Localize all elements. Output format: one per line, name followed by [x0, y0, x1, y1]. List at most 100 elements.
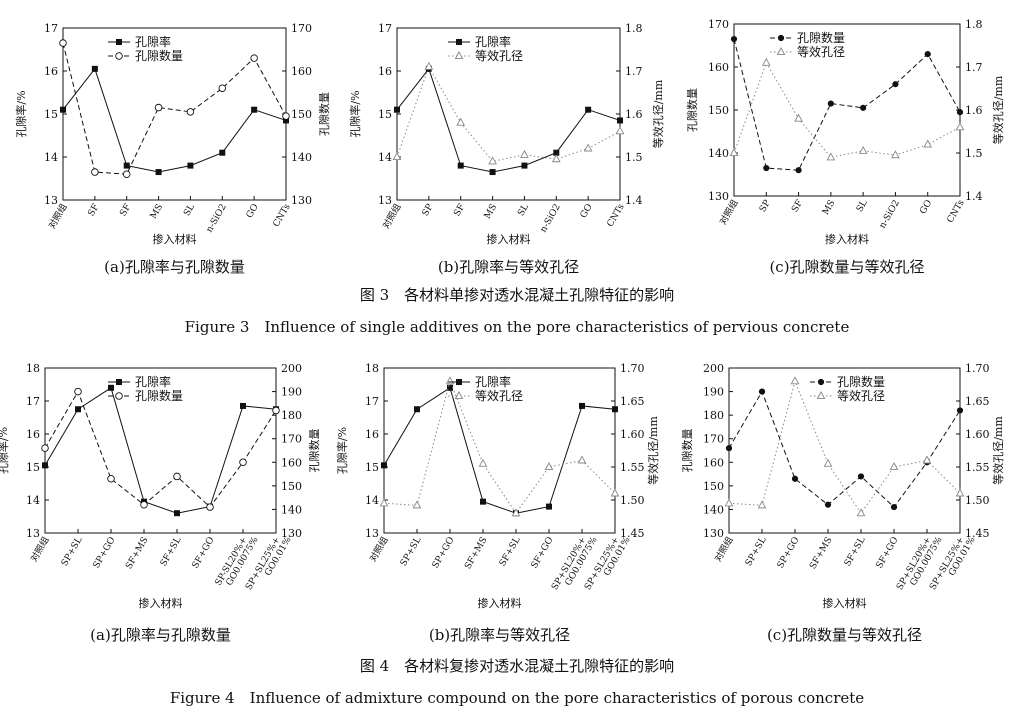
right-tick-label: 1.70 — [620, 362, 645, 375]
x-category-label: SF+SL — [498, 535, 523, 568]
right-tick-label: 170 — [281, 433, 302, 446]
data-point — [186, 108, 195, 116]
chart-6: 130 140 150 160 170 180 190 200 1.45 1.50 1.55 1.60… — [680, 362, 1005, 644]
x-category-label: SF+MS — [124, 536, 150, 572]
data-point — [758, 388, 766, 395]
data-point — [480, 498, 486, 505]
x-axis-label: 掺入材料 — [478, 596, 522, 610]
data-point — [891, 150, 900, 159]
series-line-1 — [728, 390, 961, 508]
panel-title: (b)孔隙率与等效孔径 — [429, 626, 570, 644]
x-category-label: SF+MS — [808, 536, 834, 572]
right-tick-label: 130 — [291, 194, 312, 207]
right-tick-label: 1.8 — [965, 18, 983, 31]
data-point — [551, 154, 561, 163]
data-point — [824, 501, 832, 508]
data-point — [729, 148, 739, 157]
data-point — [251, 106, 258, 113]
data-point — [489, 169, 496, 176]
data-point — [617, 117, 623, 124]
legend-marker — [816, 391, 826, 400]
data-point — [579, 402, 585, 409]
data-point — [577, 455, 587, 464]
data-point — [823, 458, 833, 467]
data-point — [790, 376, 800, 385]
data-point — [75, 406, 81, 413]
x-category-label: SF — [790, 199, 805, 215]
legend-marker — [456, 39, 462, 45]
x-axis-label: 掺入材料 — [823, 596, 867, 610]
left-tick-label: 130 — [708, 190, 729, 203]
data-point — [791, 475, 799, 482]
left-tick-label: 140 — [708, 147, 729, 160]
x-category-label: n-SiO2 — [539, 203, 563, 235]
legend-marker — [116, 379, 122, 385]
legend-label: 等效孔径 — [797, 44, 845, 59]
x-category-label: SF+MS — [463, 536, 489, 572]
right-tick-label: 1.50 — [965, 494, 990, 507]
x-category-label: CNTs — [606, 202, 627, 229]
left-tick-label: 160 — [703, 456, 724, 469]
data-point — [155, 169, 162, 176]
legend-marker — [454, 51, 464, 60]
left-tick-label: 160 — [708, 61, 729, 74]
data-point — [889, 462, 899, 471]
series-line-1 — [733, 38, 961, 171]
x-category-label: SF — [118, 203, 133, 219]
right-tick-label: 180 — [281, 409, 302, 422]
right-tick-label: 1.70 — [965, 362, 990, 375]
legend-label: 孔隙率 — [475, 34, 511, 49]
data-point — [74, 387, 82, 396]
data-point — [239, 458, 247, 467]
data-point — [546, 503, 552, 510]
right-tick-label: 1.8 — [625, 22, 643, 35]
x-category-label: SP+GO — [776, 536, 802, 571]
data-point — [585, 106, 592, 113]
data-point — [757, 500, 767, 509]
legend-marker — [817, 378, 825, 386]
x-axis-label: 掺入材料 — [487, 232, 531, 246]
right-tick-label: 1.7 — [965, 61, 983, 74]
x-category-label: CNTs — [272, 202, 293, 229]
data-point — [250, 54, 258, 62]
x-category-label: n-SiO2 — [205, 202, 229, 234]
legend-label: 等效孔径 — [475, 48, 523, 63]
data-point — [424, 61, 434, 70]
left-tick-label: 15 — [378, 108, 392, 121]
x-axis-label: 掺入材料 — [139, 596, 183, 610]
right-axis-label: 等效孔径/mm — [646, 416, 660, 485]
panel-title: (c)孔隙数量与等效孔径 — [769, 258, 924, 276]
x-category-label: SP — [421, 203, 436, 219]
right-tick-label: 140 — [281, 503, 302, 516]
series-line-2 — [733, 61, 961, 158]
right-tick-label: 1.50 — [620, 494, 645, 507]
left-tick-label: 14 — [26, 494, 40, 507]
data-point — [856, 508, 866, 517]
right-tick-label: 150 — [291, 108, 312, 121]
series-line-1 — [396, 67, 621, 173]
data-point — [725, 445, 733, 452]
left-axis-label: 孔隙率/% — [0, 427, 10, 474]
x-category-label: n-SiO2 — [878, 199, 902, 231]
plot-frame — [383, 367, 616, 534]
left-tick-label: 18 — [26, 362, 40, 375]
data-point — [42, 462, 48, 469]
x-axis-label: 掺入材料 — [825, 232, 869, 246]
data-point — [283, 117, 289, 124]
x-category-label: SF+SL — [159, 535, 184, 568]
data-point — [218, 84, 227, 92]
x-category-label: SP+SL — [744, 535, 769, 568]
x-category-label: SL — [516, 202, 531, 218]
data-point — [826, 152, 836, 161]
data-point — [91, 65, 98, 72]
data-point — [445, 376, 455, 385]
x-category-label: SP+GO — [431, 536, 457, 571]
legend-label: 孔隙数量 — [797, 30, 845, 45]
legend-label: 孔隙率 — [135, 34, 171, 49]
data-point — [763, 164, 770, 172]
panel-title: (c)孔隙数量与等效孔径 — [767, 626, 922, 644]
x-category-label: SP+SL — [399, 535, 424, 568]
right-axis-label: 孔隙数量 — [317, 92, 331, 136]
data-point — [394, 106, 400, 113]
